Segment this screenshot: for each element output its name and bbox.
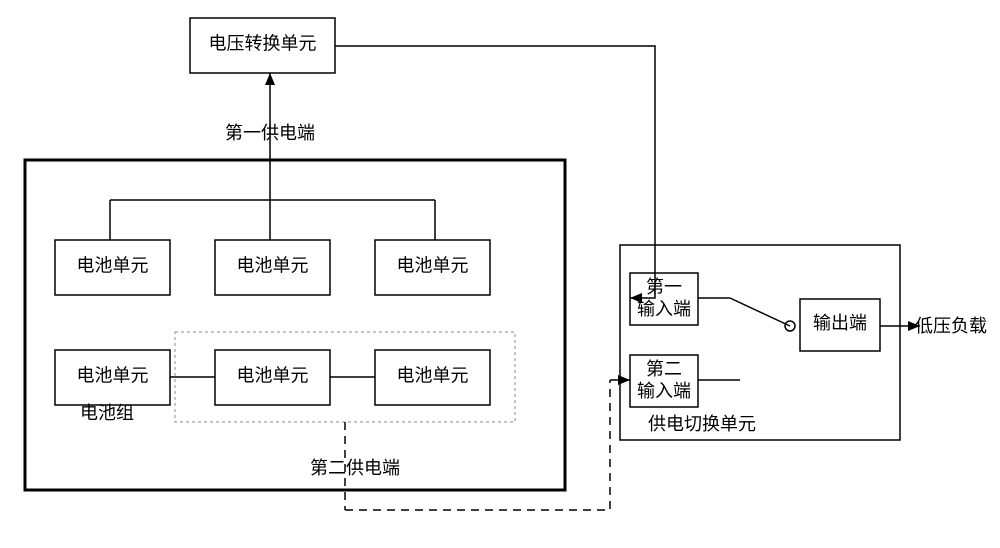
low-voltage-load-label: 低压负载 [915, 316, 987, 336]
voltage-conversion-label: 电压转换单元 [209, 34, 317, 54]
edge-vconv-right-to-input1 [335, 46, 655, 298]
battery-cell-label-6: 电池单元 [397, 366, 469, 386]
battery-pack-label: 电池组 [80, 403, 134, 423]
battery-pack-container [25, 160, 565, 490]
battery-cell-label-4: 电池单元 [77, 366, 149, 386]
battery-cell-label-2: 电池单元 [237, 256, 309, 276]
edge-switch-arm [730, 298, 790, 326]
first-input-label1: 第一 [646, 277, 682, 297]
supply-switch-unit [620, 245, 900, 440]
output-terminal-label: 输出端 [813, 313, 867, 333]
supply-switch-label: 供电切换单元 [648, 414, 756, 434]
second-input-label2: 输入端 [637, 381, 691, 401]
second-input-label1: 第二 [646, 359, 682, 379]
battery-cell-label-5: 电池单元 [237, 366, 309, 386]
battery-cell-label-1: 电池单元 [77, 256, 149, 276]
battery-cell-label-3: 电池单元 [397, 256, 469, 276]
second-supply-label: 第二供电端 [310, 458, 400, 478]
first-input-label2: 输入端 [637, 299, 691, 319]
